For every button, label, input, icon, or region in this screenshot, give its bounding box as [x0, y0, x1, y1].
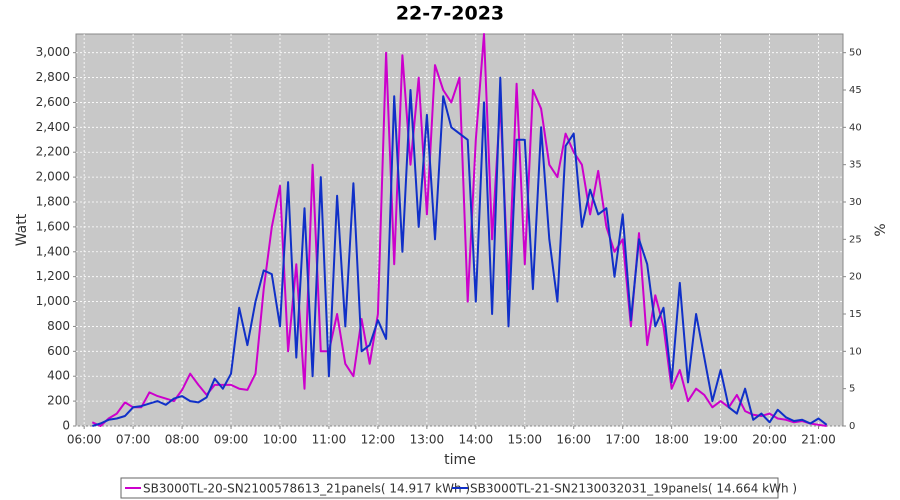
x-tick-label: 21:00: [801, 433, 836, 447]
y-tick-label: 2,200: [36, 145, 70, 159]
y-tick-label: 1,800: [36, 195, 70, 209]
y2-tick-label: 10: [849, 346, 862, 357]
x-tick-label: 20:00: [752, 433, 787, 447]
y2-tick-label: 0: [849, 421, 855, 432]
x-tick-label: 13:00: [410, 433, 445, 447]
x-tick-label: 17:00: [605, 433, 640, 447]
y-tick-label: 2,400: [36, 120, 70, 134]
y-tick-label: 3,000: [36, 45, 70, 59]
y2-tick-label: 45: [849, 85, 862, 96]
x-tick-label: 11:00: [312, 433, 347, 447]
chart-title: 22-7-2023: [396, 3, 504, 25]
y-tick-label: 200: [47, 394, 70, 408]
y-tick-label: 400: [47, 369, 70, 383]
y-tick-label: 0: [62, 419, 70, 433]
y2-tick-label: 30: [849, 197, 862, 208]
y-tick-label: 600: [47, 344, 70, 358]
legend: [120, 477, 779, 499]
x-tick-label: 09:00: [214, 433, 249, 447]
y-tick-label: 2,800: [36, 70, 70, 84]
y2-tick-label: 20: [849, 272, 862, 283]
y2-tick-label: 5: [849, 384, 855, 395]
x-tick-label: 12:00: [361, 433, 396, 447]
series-line: [91, 33, 827, 427]
y-tick-label: 1,000: [36, 294, 70, 308]
legend-label: SB3000TL-21-SN2130032031_19panels( 14.66…: [470, 482, 797, 496]
y-tick-label: 2,000: [36, 170, 70, 184]
y2-tick-label: 40: [849, 122, 862, 133]
x-tick-label: 07:00: [116, 433, 151, 447]
y2-axis-label: %: [873, 223, 889, 236]
x-axis-label: time: [444, 452, 476, 468]
legend-label: SB3000TL-20-SN2100578613_21panels( 14.91…: [143, 482, 470, 496]
series-line: [92, 76, 828, 427]
y2-tick-label: 35: [849, 160, 862, 171]
y-tick-label: 2,600: [36, 95, 70, 109]
x-tick-label: 10:00: [263, 433, 298, 447]
x-tick-label: 08:00: [165, 433, 200, 447]
y-tick-label: 1,200: [36, 269, 70, 283]
x-tick-label: 14:00: [459, 433, 494, 447]
x-tick-label: 15:00: [507, 433, 542, 447]
y-tick-label: 1,600: [36, 219, 70, 233]
y-tick-label: 1,400: [36, 244, 70, 258]
x-tick-label: 19:00: [703, 433, 738, 447]
x-tick-label: 16:00: [556, 433, 591, 447]
x-tick-label: 06:00: [67, 433, 102, 447]
y2-tick-label: 25: [849, 234, 862, 245]
y2-tick-label: 50: [849, 48, 862, 59]
y2-tick-label: 15: [849, 309, 862, 320]
y-axis-label: Watt: [14, 213, 30, 246]
y-tick-label: 800: [47, 319, 70, 333]
x-tick-label: 18:00: [654, 433, 689, 447]
